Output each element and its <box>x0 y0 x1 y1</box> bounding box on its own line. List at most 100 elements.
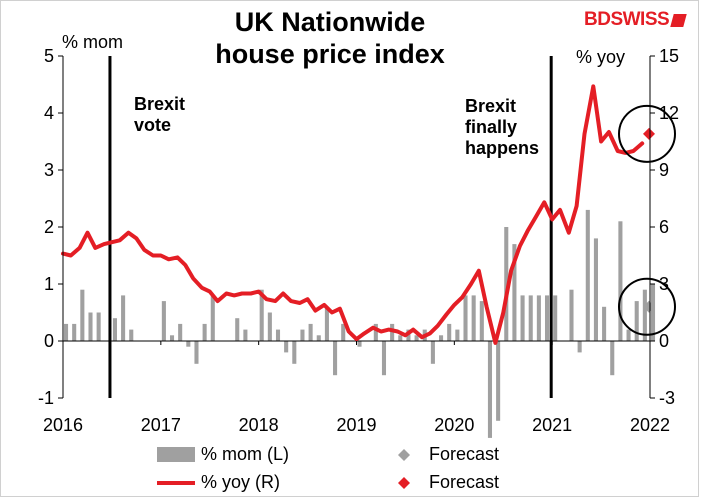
right-tick-label: 0 <box>659 331 669 351</box>
mom-bar <box>650 284 656 341</box>
mom-bar <box>487 341 493 438</box>
mom-bar <box>194 341 199 364</box>
right-tick-label: 12 <box>659 103 679 123</box>
mom-forecast-circle <box>618 277 676 336</box>
mom-bar <box>96 312 101 341</box>
x-tick-label: 2019 <box>336 415 376 435</box>
mom-bar <box>610 341 615 376</box>
mom-bar <box>284 341 289 353</box>
left-tick-label: 2 <box>44 217 54 237</box>
yoy-forecast-diamond <box>643 127 655 140</box>
legend-mom-swatch <box>157 447 195 462</box>
brexit-vote-line2: vote <box>134 115 172 135</box>
mom-bar <box>210 295 215 341</box>
mom-bar <box>398 335 403 341</box>
left-tick-label: 5 <box>44 46 54 66</box>
mom-bar <box>169 335 175 341</box>
mom-bar <box>602 306 607 341</box>
chart-title: UK Nationwide house price index <box>180 6 480 70</box>
yoy-line <box>61 84 645 345</box>
brexit-happens-line3: happens <box>465 138 540 158</box>
brexit-happens-annotation: Brexit finally happens <box>465 96 539 159</box>
mom-bar <box>292 341 297 364</box>
right-tick-label: 15 <box>659 46 679 66</box>
yoy-forecast-circle <box>618 104 676 163</box>
legend-mom-forecast-label: Forecast <box>429 444 500 464</box>
legend-yoy-label: % yoy (R) <box>201 472 281 492</box>
mom-bar <box>479 301 484 341</box>
brexit-happens-line2: finally <box>465 117 518 137</box>
mom-bar <box>504 227 509 341</box>
brexit-vote-line1: Brexit <box>134 94 186 114</box>
chart-title-line2: house price index <box>215 39 445 69</box>
mom-bar <box>618 221 623 341</box>
mom-bar <box>447 323 452 341</box>
mom-bar <box>528 295 533 341</box>
right-tick-label: 6 <box>659 217 669 237</box>
legend-yoy-forecast-label: Forecast <box>429 472 500 492</box>
mom-bar <box>414 335 419 341</box>
brexit-vote-annotation: Brexit vote <box>134 94 185 136</box>
mom-bar <box>267 312 272 341</box>
legend-mom-forecast-diamond <box>398 449 410 461</box>
mom-bar <box>381 341 387 376</box>
x-tick-label: 2016 <box>43 415 83 435</box>
mom-bar <box>161 301 166 341</box>
legend-mom-label: % mom (L) <box>201 444 290 464</box>
mom-bar <box>357 341 362 347</box>
logo-flag-icon <box>670 13 687 27</box>
mom-bar <box>341 323 346 341</box>
mom-bar <box>642 289 647 341</box>
logo-swiss: SWISS <box>610 9 670 30</box>
mom-bar <box>112 318 117 341</box>
mom-bar <box>300 329 305 341</box>
mom-bar <box>585 209 590 341</box>
x-tick-label: 2018 <box>239 415 279 435</box>
x-tick-label: 2017 <box>141 415 181 435</box>
mom-bar <box>553 295 558 341</box>
mom-bar <box>64 323 69 341</box>
mom-bar <box>324 306 329 341</box>
mom-bar <box>121 295 126 341</box>
mom-bar <box>235 318 240 341</box>
mom-bar <box>536 295 541 341</box>
mom-bar <box>455 329 460 341</box>
mom-bar <box>186 341 191 347</box>
left-tick-label: 3 <box>44 160 54 180</box>
mom-bar <box>88 312 93 341</box>
mom-bar <box>520 295 525 341</box>
mom-bar <box>569 289 574 341</box>
mom-forecast-diamond <box>643 300 655 313</box>
mom-bar <box>259 289 264 341</box>
mom-bar <box>390 323 395 341</box>
mom-bar <box>577 341 582 353</box>
mom-bar <box>439 335 444 341</box>
chart-title-line1: UK Nationwide <box>234 7 426 37</box>
right-axis-unit: % yoy <box>576 47 626 67</box>
mom-bar <box>471 295 476 341</box>
mom-bar <box>129 329 134 341</box>
left-tick-label: -1 <box>38 388 54 408</box>
right-tick-label: -3 <box>659 388 675 408</box>
left-tick-label: 1 <box>44 274 54 294</box>
mom-bar <box>316 335 321 341</box>
mom-bar <box>544 295 550 341</box>
mom-bar <box>243 329 248 341</box>
mom-bar <box>463 295 468 341</box>
mom-bar <box>308 323 313 341</box>
brexit-happens-line1: Brexit <box>465 96 517 116</box>
x-tick-label: 2021 <box>532 415 572 435</box>
legend-yoy-forecast-diamond <box>398 477 410 489</box>
mom-bar <box>430 341 435 364</box>
mom-bar <box>626 329 631 341</box>
mom-bar <box>373 323 378 341</box>
logo-bd: BD <box>584 9 611 30</box>
left-axis-unit: % mom <box>62 32 124 52</box>
mom-bar <box>333 341 338 376</box>
x-tick-label: 2022 <box>630 415 670 435</box>
right-tick-label: 3 <box>659 274 669 294</box>
mom-bar <box>80 289 85 341</box>
mom-bar <box>634 301 639 341</box>
